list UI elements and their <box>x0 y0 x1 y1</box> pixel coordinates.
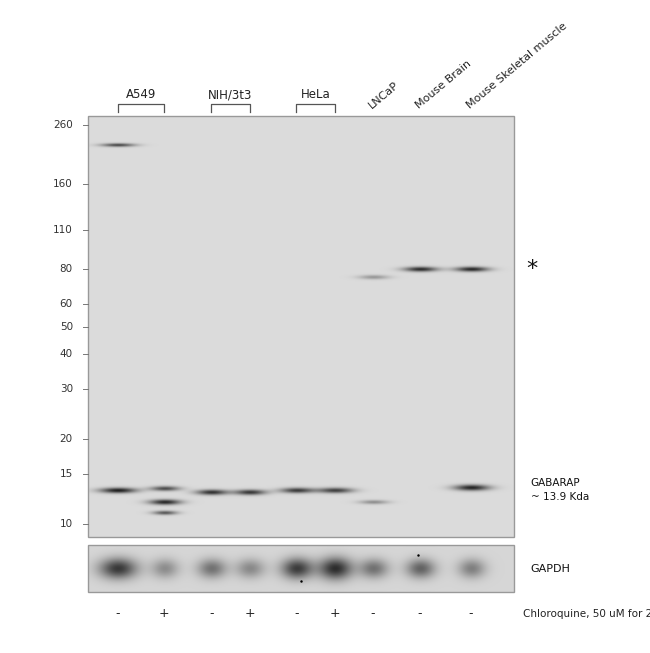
Text: 160: 160 <box>53 179 73 189</box>
Text: -: - <box>370 607 375 620</box>
Text: 10: 10 <box>60 518 73 529</box>
Text: LNCaP: LNCaP <box>367 80 400 111</box>
Text: -: - <box>417 607 422 620</box>
Text: +: + <box>159 607 170 620</box>
Text: HeLa: HeLa <box>301 88 330 101</box>
Text: 110: 110 <box>53 225 73 235</box>
Text: -: - <box>294 607 298 620</box>
Text: -: - <box>209 607 213 620</box>
Text: Mouse Brain: Mouse Brain <box>413 59 473 111</box>
Text: +: + <box>330 607 340 620</box>
Text: 15: 15 <box>60 469 73 479</box>
Text: A549: A549 <box>126 88 156 101</box>
Text: -: - <box>115 607 120 620</box>
Text: 30: 30 <box>60 384 73 394</box>
Text: Chloroquine, 50 uM for 20 hr: Chloroquine, 50 uM for 20 hr <box>523 609 650 619</box>
Text: 60: 60 <box>60 299 73 310</box>
Text: 80: 80 <box>60 264 73 274</box>
Text: NIH/3t3: NIH/3t3 <box>208 88 253 101</box>
Text: -: - <box>469 607 473 620</box>
Text: Mouse Skeletal muscle: Mouse Skeletal muscle <box>465 22 569 111</box>
Text: +: + <box>244 607 255 620</box>
Text: GAPDH: GAPDH <box>530 564 571 574</box>
Text: GABARAP
~ 13.9 Kda: GABARAP ~ 13.9 Kda <box>530 478 589 502</box>
Text: 20: 20 <box>60 434 73 444</box>
Text: *: * <box>526 259 538 279</box>
Text: 260: 260 <box>53 119 73 129</box>
Text: 40: 40 <box>60 349 73 359</box>
Text: 50: 50 <box>60 322 73 332</box>
